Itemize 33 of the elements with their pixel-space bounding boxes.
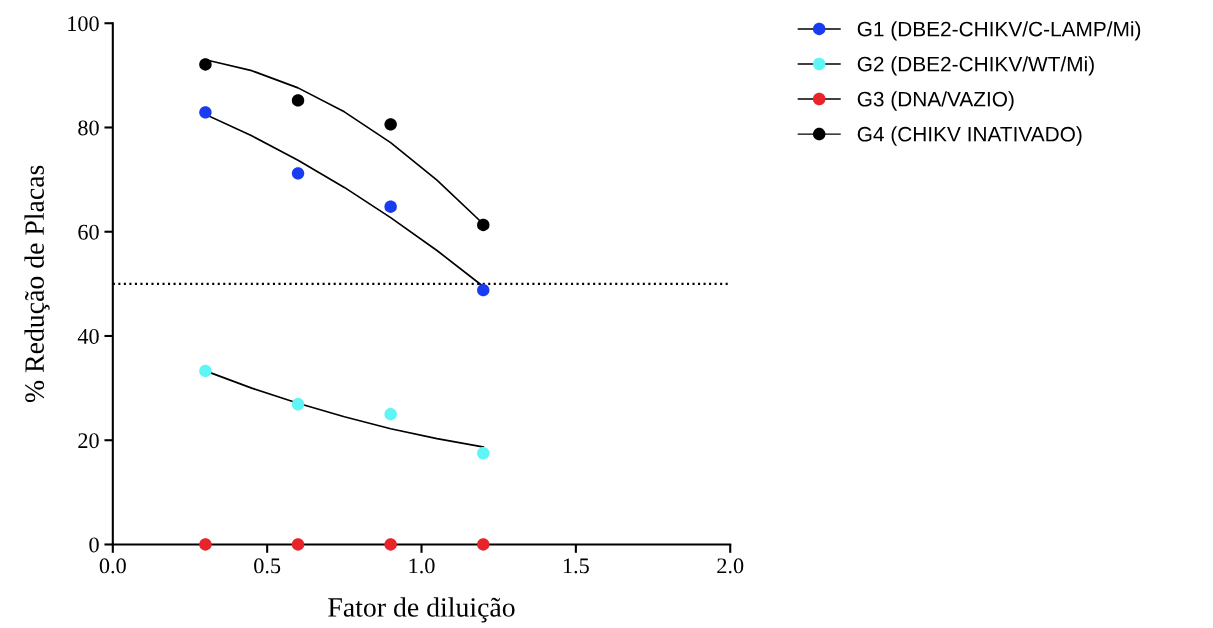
point: [477, 538, 490, 551]
x-axis-title: Fator de diluição: [328, 597, 515, 623]
point: [477, 218, 490, 232]
point: [199, 106, 212, 119]
x-tick-label: 1.0: [409, 558, 435, 574]
y-tick-label: 100: [68, 16, 99, 32]
y-tick-label: 20: [78, 433, 99, 449]
x-tick-label: 2.0: [717, 558, 744, 574]
legend-label: G3 (DNA/VAZIO): [857, 91, 1014, 111]
point: [384, 200, 397, 213]
legend-label: G2 (DBE2-CHIKV/WT/Mi): [857, 56, 1094, 76]
point: [199, 538, 212, 551]
x-tick-label: 0.5: [254, 558, 281, 574]
y-tick-label: 80: [78, 120, 99, 136]
y-tick-label: 60: [78, 224, 99, 240]
point: [199, 364, 212, 378]
legend-label: G4 (CHIKV INATIVADO): [857, 126, 1082, 146]
legend-label: G1 (DBE2-CHIKV/C-LAMP/Mi): [857, 21, 1141, 41]
point: [291, 398, 305, 411]
y-tick-label: 0: [89, 537, 99, 553]
point: [384, 538, 397, 551]
point: [477, 447, 490, 460]
point: [291, 538, 305, 551]
point: [291, 94, 305, 107]
point: [199, 58, 212, 71]
point: [384, 407, 397, 421]
point: [384, 118, 397, 131]
x-tick-label: 1.5: [563, 558, 589, 574]
y-axis-title: % Redução de Placas: [24, 165, 50, 403]
y-tick-label: 40: [77, 328, 99, 344]
point: [291, 167, 305, 180]
point: [477, 283, 490, 297]
x-tick-label: 0.0: [99, 558, 126, 574]
